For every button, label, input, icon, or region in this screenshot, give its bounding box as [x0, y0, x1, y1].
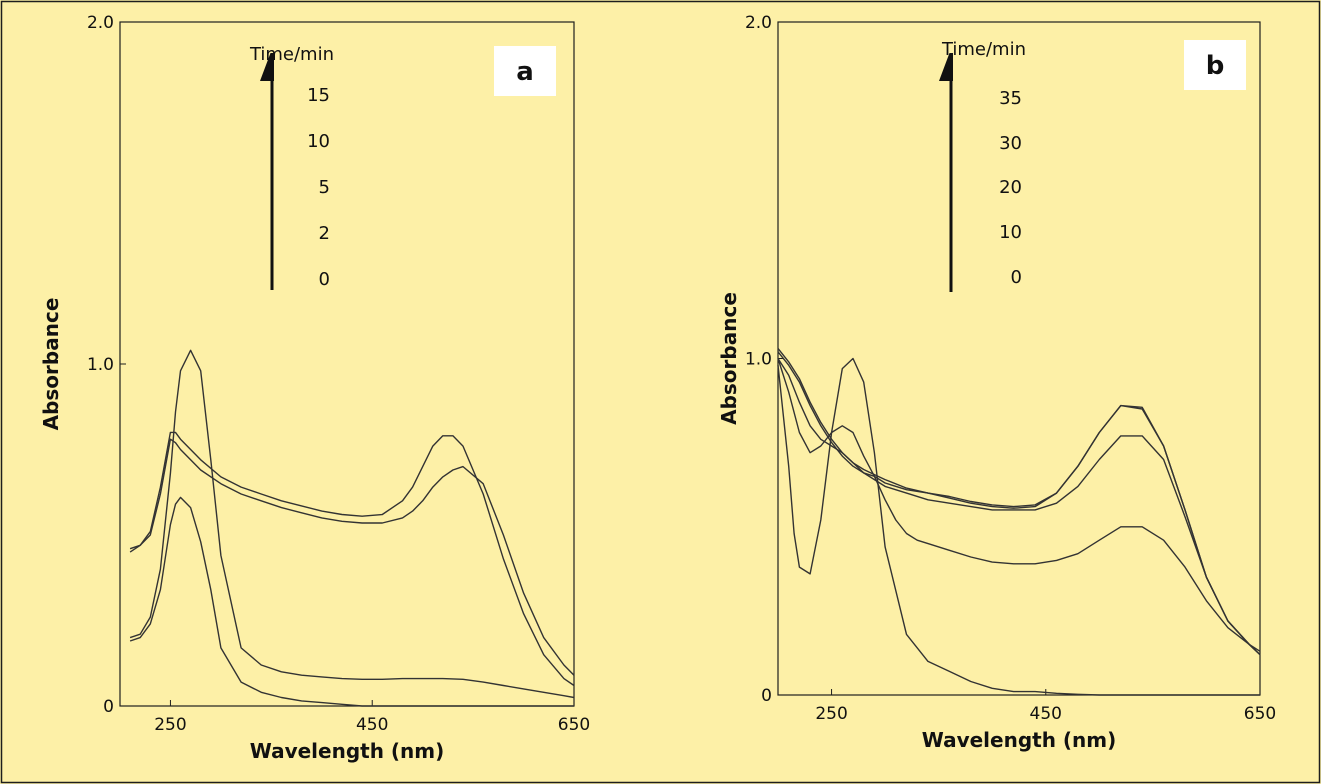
x-axis-title: Wavelength (nm) [250, 739, 445, 763]
series-line-b-2 [777, 358, 1261, 656]
y-tick-label: 2.0 [745, 13, 772, 33]
panel-label: a [516, 57, 534, 87]
time-label: 35 [999, 88, 1022, 109]
time-label: 10 [999, 222, 1022, 243]
plot-area-a [119, 21, 575, 707]
series-group-b [777, 347, 1261, 696]
time-label: 10 [307, 131, 330, 152]
panel-b: 250 450 650 0 1.0 2.0 Wavelength (nm) Absorbanc… [717, 13, 1276, 752]
x-tick-label: 450 [356, 715, 388, 735]
y-axis-title: Absorbance [39, 298, 63, 431]
plot-area-b [777, 21, 1261, 696]
series-line-a-3 [129, 431, 575, 687]
time-label: 20 [999, 177, 1022, 198]
x-tick-label: 650 [1244, 704, 1276, 724]
y-tick-label: 0 [761, 686, 772, 706]
time-label: 0 [319, 269, 330, 290]
series-line-b-3 [777, 351, 1261, 656]
arrow-head-icon [939, 53, 953, 81]
y-tick-label: 1.0 [745, 350, 772, 370]
panel-label: b [1206, 51, 1225, 81]
x-tick-label: 250 [815, 704, 847, 724]
y-axis-title: Absorbance [717, 292, 741, 425]
panel-badge-a [494, 46, 556, 96]
x-tick-label: 450 [1030, 704, 1062, 724]
series-line-a-1 [129, 349, 575, 699]
series-line-a-2 [129, 438, 575, 676]
y-tick-label: 2.0 [87, 13, 114, 33]
time-legend-title: Time/min [249, 44, 334, 65]
series-group-a [129, 349, 575, 707]
panel-badge-b [1184, 40, 1246, 90]
series-line-b-1 [777, 358, 1261, 652]
y-tick-label: 0 [103, 697, 114, 717]
series-line-a-0 [129, 496, 574, 707]
arrow-head-icon [260, 53, 274, 81]
time-legend-title: Time/min [941, 39, 1026, 60]
x-tick-label: 250 [154, 715, 186, 735]
x-axis-title: Wavelength (nm) [922, 728, 1117, 752]
time-label: 2 [319, 223, 330, 244]
y-tick-label: 1.0 [87, 355, 114, 375]
time-label: 0 [1011, 267, 1022, 288]
series-line-b-0 [777, 357, 1260, 696]
x-tick-label: 650 [558, 715, 590, 735]
series-line-b-4 [777, 347, 1261, 656]
time-label: 15 [307, 85, 330, 106]
time-label: 30 [999, 133, 1022, 154]
time-label: 5 [319, 177, 330, 198]
